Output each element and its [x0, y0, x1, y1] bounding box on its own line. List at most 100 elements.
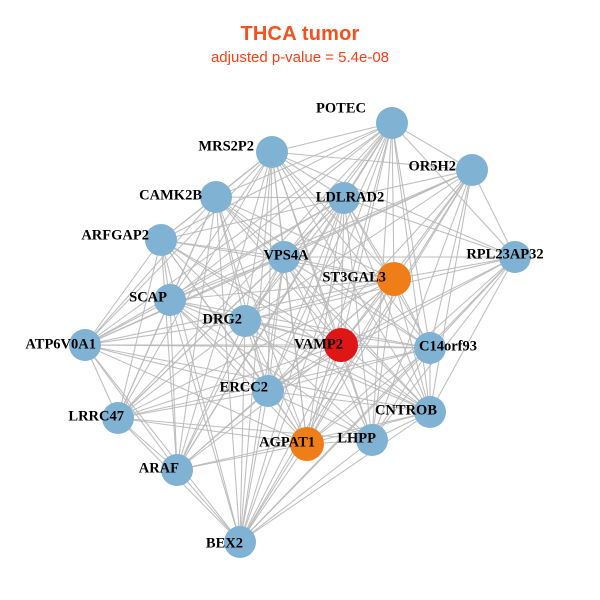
- graph-edge: [271, 122, 393, 153]
- node-circle[interactable]: [414, 332, 446, 364]
- node-circle[interactable]: [229, 305, 261, 337]
- graph-edge: [343, 197, 516, 258]
- node-circle[interactable]: [69, 329, 101, 361]
- graph-edge: [244, 256, 516, 322]
- graph-edge: [84, 344, 241, 543]
- graph-node[interactable]: CAMK2B: [139, 181, 232, 213]
- node-circle[interactable]: [356, 424, 388, 456]
- graph-edge: [84, 320, 246, 346]
- graph-edge: [160, 239, 246, 322]
- graph-node[interactable]: MRS2P2: [198, 136, 288, 168]
- graph-edge: [244, 169, 473, 322]
- graph-edge: [239, 439, 373, 543]
- node-circle[interactable]: [154, 284, 186, 316]
- node-circle[interactable]: [268, 241, 300, 273]
- graph-edge: [283, 256, 431, 349]
- node-label: POTEC: [316, 100, 366, 116]
- graph-edge: [169, 256, 285, 301]
- node-circle[interactable]: [145, 224, 177, 256]
- graph-edge: [283, 256, 308, 445]
- graph-node[interactable]: VPS4A: [263, 241, 309, 273]
- node-circle[interactable]: [376, 107, 408, 139]
- node-circle[interactable]: [290, 427, 324, 461]
- graph-edge: [117, 239, 162, 419]
- graph-edge: [239, 347, 431, 543]
- graph-edge: [169, 122, 393, 301]
- node-label: ERCC2: [220, 379, 268, 395]
- graph-node[interactable]: POTEC: [316, 100, 408, 139]
- graph-edge: [160, 197, 345, 241]
- graph-edge: [267, 151, 273, 392]
- graph-edge: [117, 417, 308, 445]
- node-label: SCAP: [129, 289, 167, 305]
- graph-node[interactable]: AGPAT1: [259, 427, 324, 461]
- node-label: ARAF: [139, 460, 179, 476]
- graph-edge: [340, 256, 516, 346]
- graph-node[interactable]: DRG2: [203, 305, 261, 337]
- node-circle[interactable]: [252, 375, 284, 407]
- graph-edge: [340, 197, 345, 346]
- graph-node[interactable]: C14orf93: [414, 332, 477, 364]
- node-circle[interactable]: [224, 526, 256, 558]
- graph-edge: [84, 344, 178, 471]
- node-circle[interactable]: [414, 396, 446, 428]
- node-label: LDLRAD2: [316, 189, 384, 205]
- graph-edge: [267, 347, 431, 392]
- graph-node[interactable]: ATP6V0A1: [25, 329, 101, 361]
- graph-node[interactable]: CNTROB: [375, 396, 446, 428]
- graph-node[interactable]: BEX2: [206, 526, 256, 558]
- graph-edge: [371, 169, 473, 441]
- node-label: MRS2P2: [198, 138, 254, 154]
- graph-edge: [306, 256, 516, 445]
- graph-edge: [117, 256, 285, 419]
- graph-edge: [176, 151, 273, 471]
- node-label: CAMK2B: [139, 187, 202, 203]
- node-circle[interactable]: [102, 402, 134, 434]
- graph-edge: [271, 151, 373, 441]
- graph-edge: [84, 239, 162, 346]
- graph-edge: [169, 299, 308, 445]
- graph-edge: [160, 239, 308, 445]
- graph-edge: [84, 196, 217, 346]
- node-circle[interactable]: [456, 154, 488, 186]
- graph-edge: [84, 344, 431, 413]
- graph-edge: [169, 299, 431, 349]
- graph-edge: [393, 256, 516, 280]
- node-circle[interactable]: [499, 241, 531, 273]
- graph-edge: [267, 390, 431, 413]
- graph-node[interactable]: ERCC2: [220, 375, 284, 407]
- graph-edge: [84, 299, 171, 346]
- node-label: LRRC47: [68, 408, 124, 424]
- graph-edge: [239, 320, 246, 543]
- graph-node[interactable]: LHPP: [337, 424, 388, 456]
- graph-node[interactable]: ARAF: [139, 454, 193, 486]
- graph-edge: [343, 169, 473, 199]
- graph-node[interactable]: SCAP: [129, 284, 186, 316]
- graph-node[interactable]: ARFGAP2: [81, 224, 177, 256]
- graph-node[interactable]: VAMP2: [294, 328, 358, 362]
- graph-edge: [215, 196, 308, 445]
- graph-node[interactable]: ST3GAL3: [322, 262, 411, 296]
- graph-edge: [429, 169, 473, 349]
- node-circle[interactable]: [161, 454, 193, 486]
- node-circle[interactable]: [200, 181, 232, 213]
- graph-edge: [176, 196, 217, 471]
- node-circle[interactable]: [328, 182, 360, 214]
- graph-edge: [169, 299, 431, 413]
- node-label: AGPAT1: [259, 434, 315, 450]
- graph-edge: [117, 390, 269, 419]
- graph-edge: [215, 122, 393, 198]
- graph-edge: [169, 299, 373, 441]
- graph-node[interactable]: RPL23AP32: [466, 241, 544, 273]
- graph-edge: [239, 443, 308, 543]
- graph-node[interactable]: LRRC47: [68, 402, 134, 434]
- graph-node[interactable]: OR5H2: [408, 154, 488, 186]
- node-circle[interactable]: [256, 136, 288, 168]
- graph-edge: [176, 390, 269, 471]
- graph-node[interactable]: LDLRAD2: [316, 182, 384, 214]
- node-circle[interactable]: [324, 328, 358, 362]
- node-circle[interactable]: [377, 262, 411, 296]
- graph-edge: [160, 239, 178, 471]
- graph-edge: [283, 256, 395, 280]
